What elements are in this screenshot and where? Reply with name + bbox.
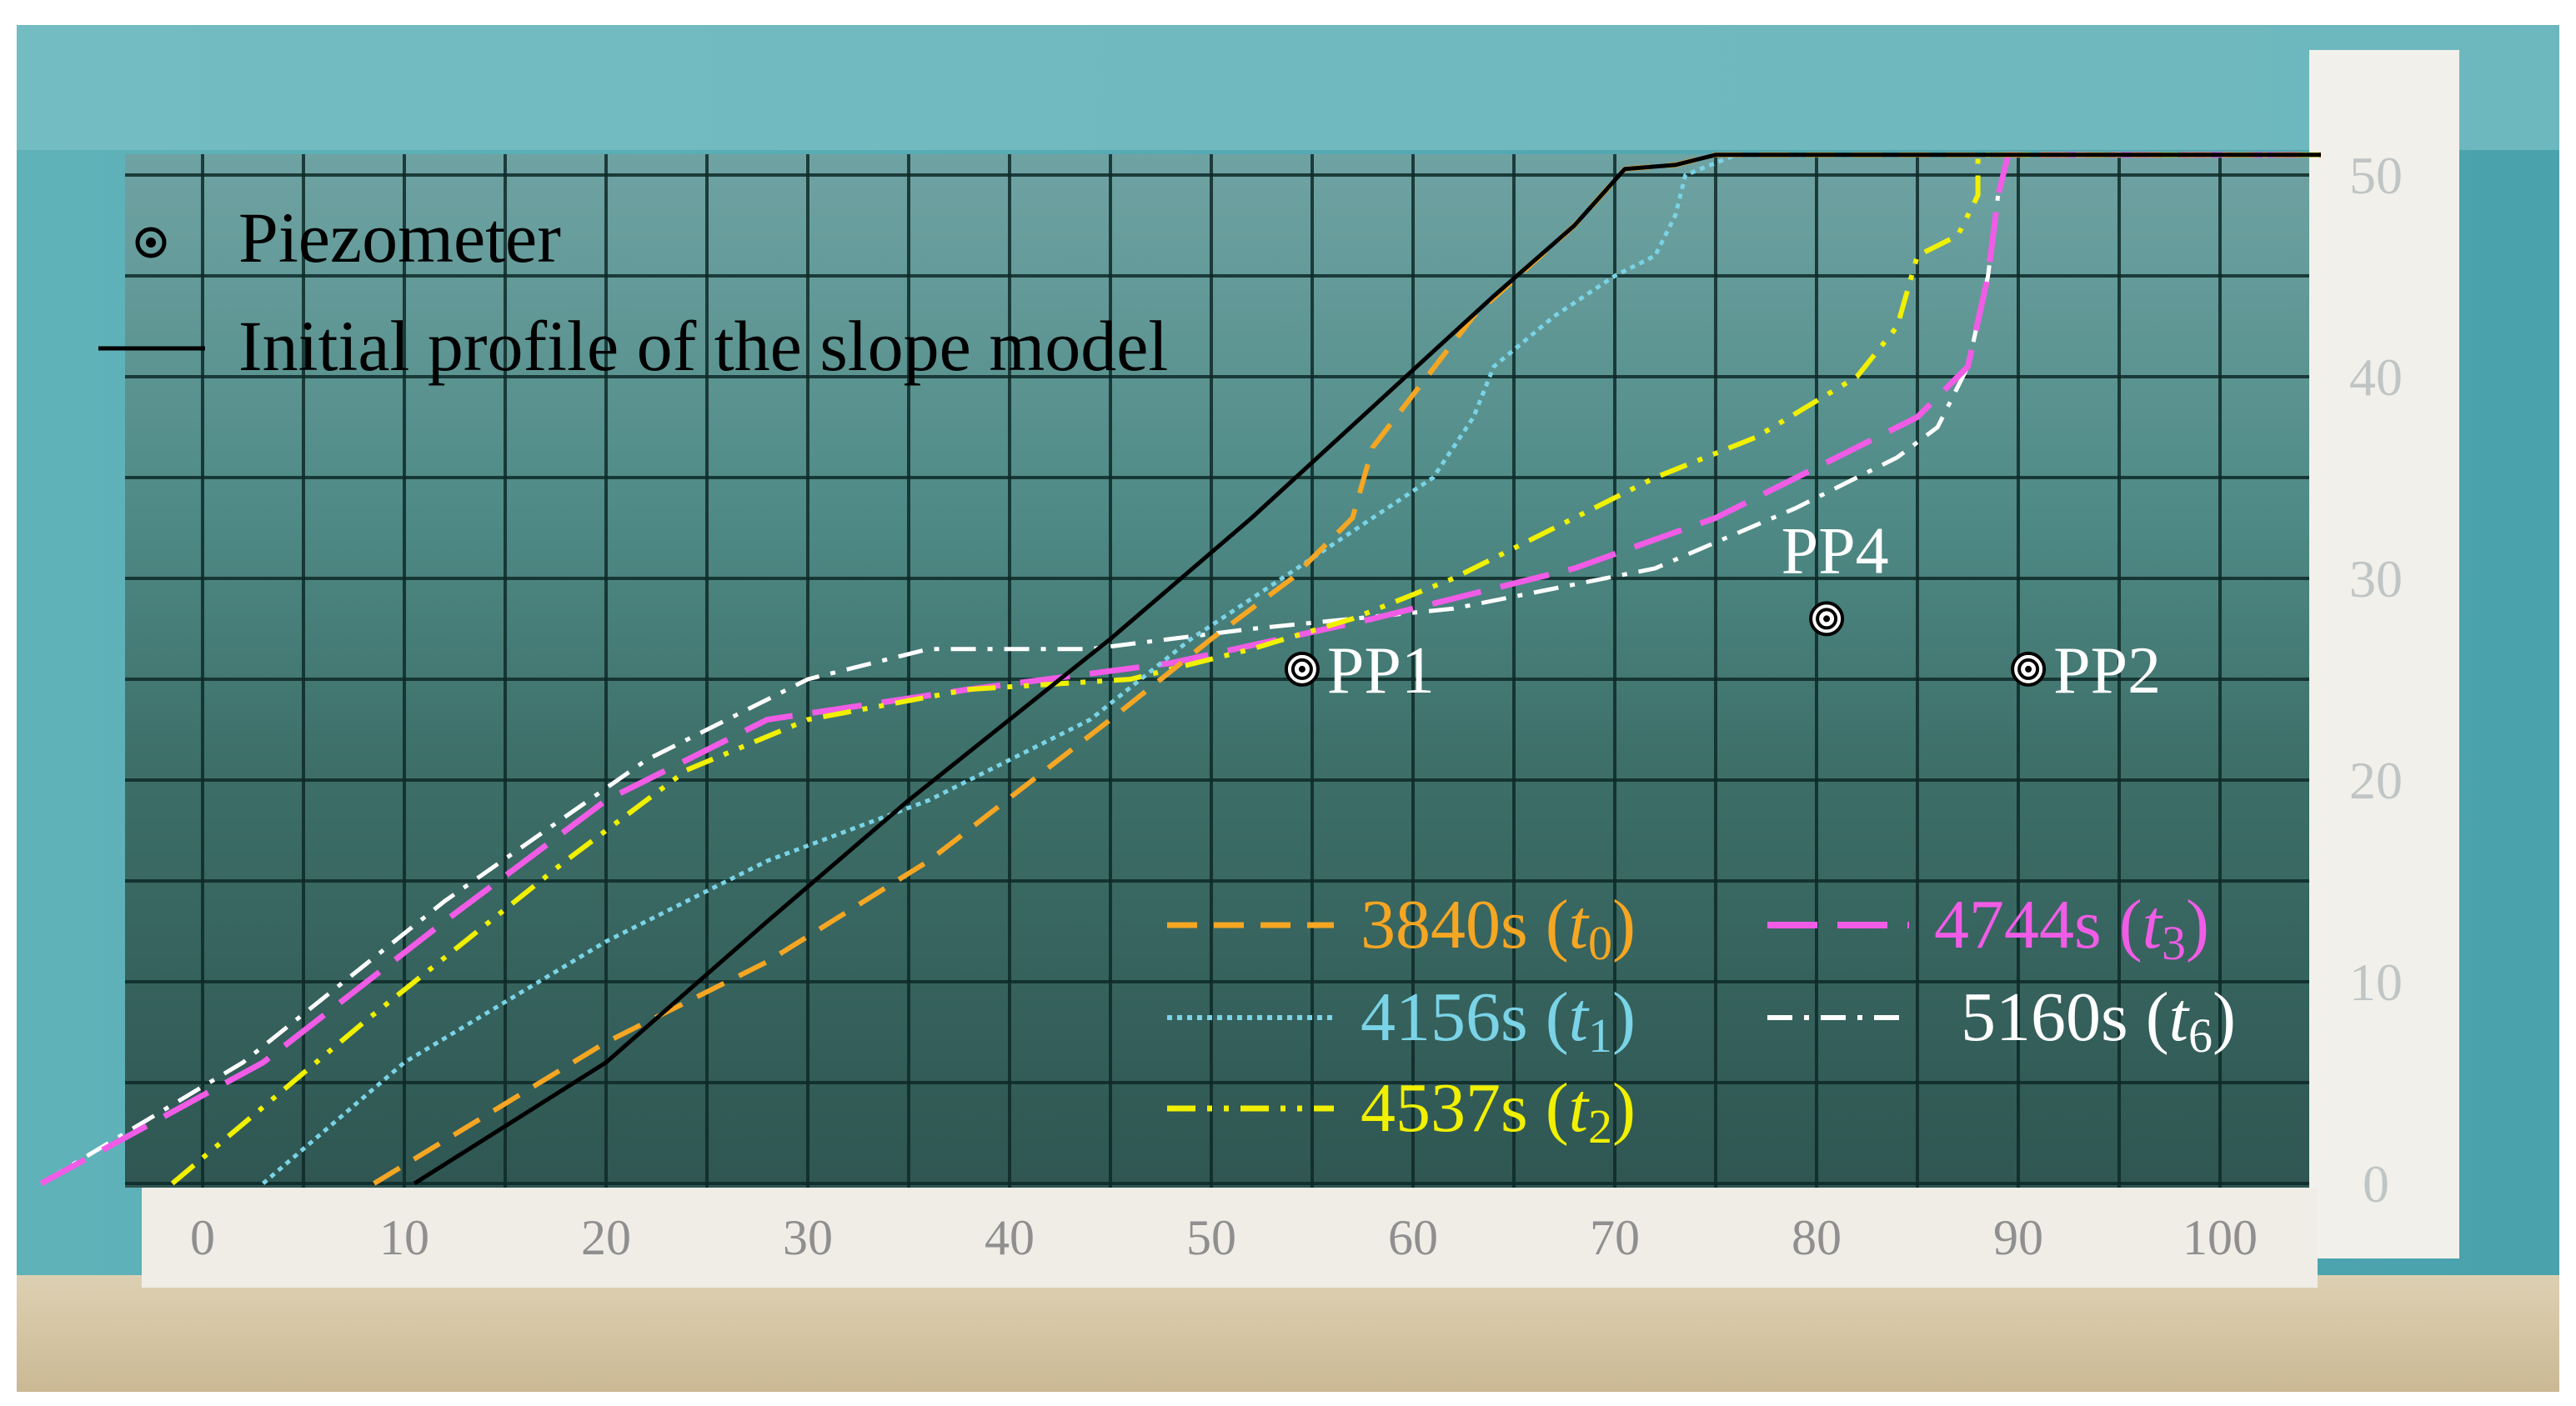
legend-label-t6: 5160s (t6): [1961, 978, 2236, 1063]
right-scale-tick-label: 50: [2349, 146, 2403, 205]
piezometer-label: PP1: [1327, 634, 1435, 708]
legend-label-t0: 3840s (t0): [1361, 886, 1636, 970]
legend-subscript: 3: [2162, 916, 2186, 970]
legend-label-t2: 4537s (t2): [1361, 1069, 1636, 1153]
legend-time: 4156s (: [1361, 978, 1569, 1056]
bottom-scale-tick-label: 30: [783, 1210, 833, 1265]
bottom-scale-strip: [142, 1188, 2318, 1288]
profile-line-t6: [40, 153, 2321, 1186]
legend-close-paren: ): [1612, 886, 1636, 963]
slope-profiles: [39, 152, 2321, 1187]
piezometer-label: PP2: [2053, 634, 2161, 708]
legend-close-paren: ): [2186, 886, 2209, 963]
legend-close-paren: ): [1612, 978, 1636, 1056]
legend-label-t3: 4744s (t3): [1934, 886, 2209, 970]
piezometer-legend-symbol: [135, 227, 167, 258]
profile-line-t3: [39, 152, 2321, 1187]
legend-close-paren: ): [2213, 978, 2236, 1056]
piezometer-marker-core: [2025, 665, 2032, 673]
bottom-scale-tick-label: 80: [1792, 1210, 1842, 1265]
legend-subscript: 0: [1588, 916, 1612, 970]
bottom-scale-tick-label: 50: [1186, 1210, 1236, 1265]
legend-t-symbol: t: [2169, 978, 2191, 1056]
piezometer-legend-symbol-core: [146, 238, 156, 248]
legend-top: Piezometer Initial profile of the slope …: [98, 198, 1168, 386]
bottom-scale-tick-label: 90: [1993, 1210, 2043, 1265]
tank-upper-glass: [17, 25, 2559, 150]
legend-t-symbol: t: [1569, 1069, 1591, 1147]
floor: [17, 1275, 2559, 1392]
piezometer-marker-ring: [1291, 658, 1313, 680]
right-scale-tick-label: 40: [2349, 348, 2403, 407]
bottom-scale-tick-label: 0: [190, 1210, 215, 1265]
bottom-scale-tick-label: 40: [985, 1210, 1035, 1265]
legend-piezometer-label: Piezometer: [238, 198, 561, 278]
piezometer-marker-core: [1298, 665, 1306, 673]
legend-label-t1: 4156s (t1): [1361, 978, 1636, 1063]
legend-t-symbol: t: [1569, 978, 1591, 1056]
legend-time: 4537s (: [1361, 1069, 1569, 1147]
legend-subscript: 2: [1588, 1099, 1612, 1153]
piezometer-marker-core: [1823, 615, 1831, 623]
right-scale-tick-label: 30: [2349, 549, 2403, 608]
bottom-scale-tick-label: 10: [379, 1210, 429, 1265]
grid-lines: [125, 154, 2309, 1188]
profile-line-initial: [413, 153, 2321, 1186]
profile-line-t2: [170, 152, 2321, 1186]
piezometer-marker-ring: [1816, 608, 1838, 630]
right-scale-tick-label: 20: [2349, 751, 2403, 810]
bottom-scale-tick-label: 70: [1590, 1210, 1640, 1265]
piezometers: PP1 PP4 PP2: [1284, 514, 2161, 708]
right-scale-ticks: 50 40 30 20 10 0: [2349, 146, 2403, 1213]
bottom-scale-tick-label: 20: [581, 1210, 631, 1265]
legend-t-symbol: t: [1569, 886, 1591, 963]
legend-time: 4744s (: [1934, 886, 2142, 963]
legend-close-paren: ): [1612, 1069, 1636, 1147]
profile-line-t1: [261, 153, 2321, 1185]
bottom-scale-ticks: 0 10 20 30 40 50 60 70 80 90 100: [190, 1210, 2258, 1265]
profile-line-t0: [373, 152, 2321, 1186]
legend-subscript: 6: [2188, 1008, 2213, 1063]
legend-time: 5160s (: [1961, 978, 2169, 1056]
right-scale-tick-label: 0: [2363, 1154, 2389, 1213]
bottom-scale-tick-label: 100: [2183, 1210, 2258, 1265]
legend-time: 3840s (: [1361, 886, 1569, 963]
piezometer-marker-ring: [2017, 658, 2040, 680]
legend-initial-profile-label: Initial profile of the slope model: [238, 306, 1168, 386]
right-scale-strip: [2309, 50, 2459, 1258]
legend-t-symbol: t: [2142, 886, 2164, 963]
piezometer-label: PP4: [1782, 514, 1889, 588]
legend-bottom: 3840s (t0) 4744s (t3)4156s (t1) 5160s (t6)…: [1167, 886, 2236, 1153]
bottom-scale-tick-label: 60: [1388, 1210, 1438, 1265]
right-scale-tick-label: 10: [2349, 953, 2403, 1012]
legend-subscript: 1: [1588, 1008, 1612, 1063]
